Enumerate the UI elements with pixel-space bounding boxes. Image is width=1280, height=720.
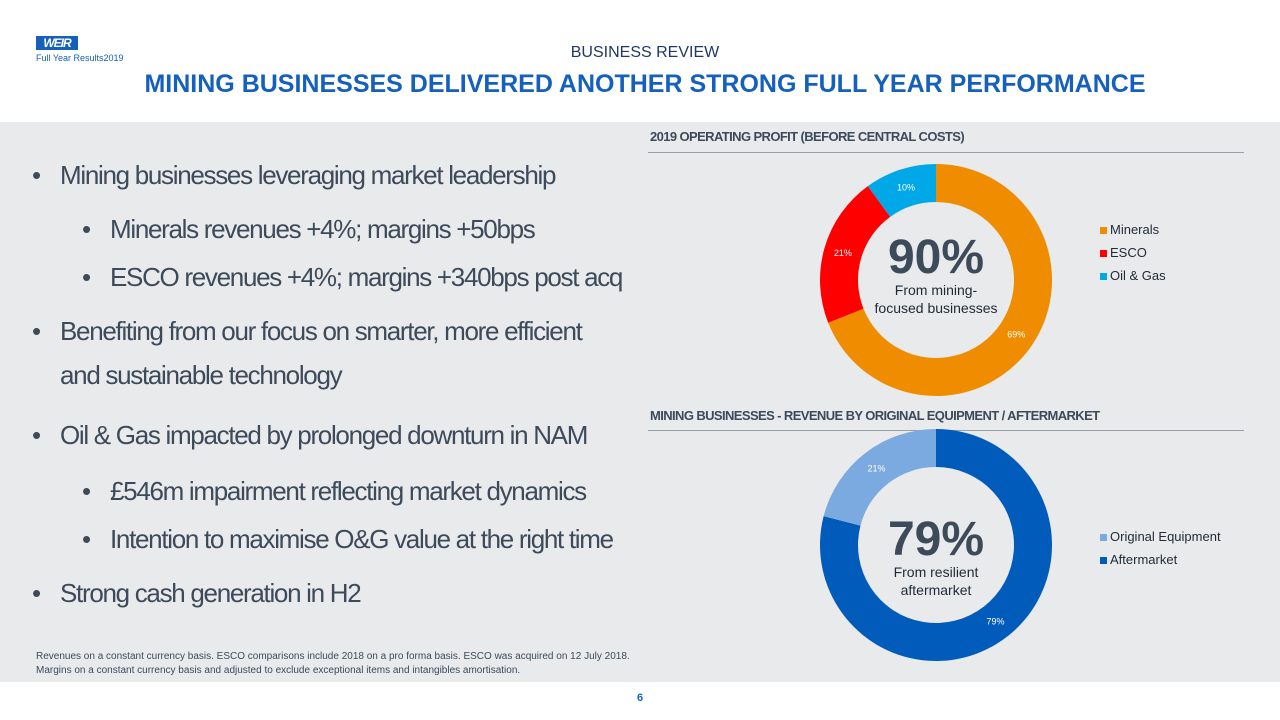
legend-item: Minerals (1100, 218, 1166, 241)
legend-label: Oil & Gas (1110, 268, 1166, 283)
center-text: From mining-focused businesses (874, 282, 998, 316)
center-value: 79% (887, 513, 985, 566)
center-value: 90% (887, 231, 985, 284)
bullet-text: ESCO revenues +4%; margins +340bps post … (110, 262, 623, 292)
bullet-dot: • (32, 578, 41, 608)
bullet-dot: • (32, 160, 41, 190)
legend-label: Minerals (1110, 222, 1160, 237)
bullet-item: and sustainable technology (60, 360, 343, 391)
bullet-text: Intention to maximise O&G value at the r… (110, 524, 614, 554)
slice-minerals (828, 164, 1053, 396)
bullet-dot: • (32, 316, 41, 346)
slice-label: 21% (834, 248, 852, 258)
bullet-dot: • (82, 214, 91, 244)
legend-item: ESCO (1100, 241, 1166, 264)
slice-label: 79% (986, 617, 1004, 627)
slice-label: 21% (868, 463, 886, 473)
slice-aftermarket (820, 429, 1052, 661)
bullet-text: Oil & Gas impacted by prolonged downturn… (60, 420, 588, 450)
legend-item: Oil & Gas (1100, 264, 1166, 287)
bullet-text: Benefiting from our focus on smarter, mo… (60, 316, 583, 346)
divider (648, 152, 1244, 153)
logo-subtitle: Full Year Results2019 (36, 53, 124, 63)
bullet-item: • Minerals revenues +4%; margins +50bps (82, 214, 536, 245)
bullet-text: Mining businesses leveraging market lead… (60, 160, 556, 190)
bullet-dot: • (32, 420, 41, 450)
legend-swatch (1100, 227, 1107, 234)
section-label: BUSINESS REVIEW (570, 44, 720, 61)
chart2-center: 79% From resilient aftermarket (856, 512, 1016, 599)
footnote: Revenues on a constant currency basis. E… (36, 651, 630, 676)
bullet-item: • Oil & Gas impacted by prolonged downtur… (32, 420, 588, 451)
chart2-title: MINING BUSINESSES - REVENUE BY ORIGINAL … (650, 408, 1100, 423)
slice-esco (819, 186, 891, 323)
content-panel (0, 122, 1280, 682)
bullet-dot: • (82, 476, 91, 506)
legend-item: Aftermarket (1100, 548, 1221, 571)
chart1-legend: Minerals ESCO Oil & Gas (1100, 218, 1166, 287)
slice-oil-gas (867, 164, 936, 217)
legend-item: Original Equipment (1100, 525, 1221, 548)
legend-swatch (1100, 534, 1107, 541)
bullet-text: and sustainable technology (60, 360, 343, 390)
weir-logo: WEIR (36, 36, 78, 50)
legend-swatch (1100, 250, 1107, 257)
bullet-item: • Mining businesses leveraging market lea… (32, 160, 556, 191)
chart1-title: 2019 OPERATING PROFIT (BEFORE CENTRAL CO… (650, 129, 965, 144)
bullet-item: • £546m impairment reflecting market dyna… (82, 476, 587, 507)
legend-swatch (1100, 273, 1107, 280)
legend-swatch (1100, 557, 1107, 564)
bullet-item: • Benefiting from our focus on smarter, m… (32, 316, 583, 347)
bullet-text: £546m impairment reflecting market dynam… (110, 476, 587, 506)
chart2-legend: Original Equipment Aftermarket (1100, 525, 1221, 571)
bullet-item: • Strong cash generation in H2 (32, 578, 362, 609)
legend-label: Original Equipment (1110, 529, 1221, 544)
slide-title: MINING BUSINESSES DELIVERED ANOTHER STRO… (144, 70, 1146, 98)
slice-label: 69% (1007, 330, 1025, 340)
bullet-dot: • (82, 524, 91, 554)
bullet-item: • ESCO revenues +4%; margins +340bps post… (82, 262, 623, 293)
bullet-text: Minerals revenues +4%; margins +50bps (110, 214, 536, 244)
slice-label: 10% (897, 183, 915, 193)
slice-original-equipment (823, 429, 936, 526)
page-number: 6 (636, 692, 644, 704)
bullet-dot: • (82, 262, 91, 292)
bullet-text: Strong cash generation in H2 (60, 578, 362, 608)
chart1-center: 90% From mining-focused businesses (856, 230, 1016, 317)
center-text: From resilient aftermarket (893, 564, 979, 598)
legend-label: Aftermarket (1110, 552, 1178, 567)
legend-label: ESCO (1110, 245, 1147, 260)
bullet-item: • Intention to maximise O&G value at the … (82, 524, 614, 555)
